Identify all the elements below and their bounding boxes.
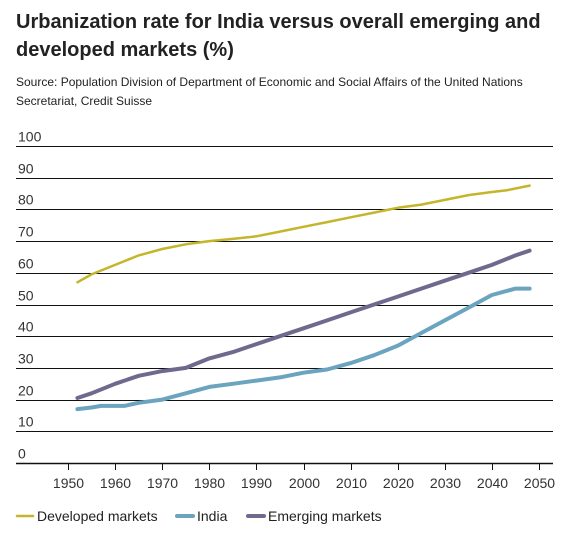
y-tick-label: 30 [18, 351, 34, 367]
series-line-india [75, 286, 532, 412]
chart-title: Urbanization rate for India versus overa… [16, 11, 541, 61]
legend-label-india: India [197, 508, 228, 524]
y-axis-tick-labels: 0 10 20 30 40 50 60 70 80 90 100 [18, 129, 42, 462]
y-tick-label: 90 [18, 161, 34, 177]
x-tick-label: 2000 [289, 475, 320, 491]
x-tick-label: 1990 [241, 475, 272, 491]
x-tick-label: 2030 [430, 475, 461, 491]
x-tick-label: 2050 [524, 475, 555, 491]
x-tick-label: 2010 [336, 475, 367, 491]
y-tick-label: 40 [18, 319, 34, 335]
series-lines [75, 184, 532, 412]
y-tick-label: 10 [18, 414, 34, 430]
y-tick-label: 100 [18, 129, 42, 145]
series-line-emerging-markets [75, 248, 532, 400]
legend-label-emerging-markets: Emerging markets [268, 508, 382, 524]
source-note: Source: Population Division of Departmen… [16, 75, 523, 108]
y-tick-label: 50 [18, 288, 34, 304]
x-tick-label: 1950 [53, 475, 84, 491]
series-line-developed-markets [76, 184, 531, 284]
x-tick-label: 1960 [100, 475, 131, 491]
x-axis-tick-labels: 1950 1960 1970 1980 1990 2000 2010 2020 2030 2040… [53, 463, 555, 491]
y-tick-label: 0 [18, 446, 26, 462]
x-tick-label: 2040 [477, 475, 508, 491]
x-tick-label: 1970 [147, 475, 178, 491]
x-tick-label: 1980 [194, 475, 225, 491]
legend: Developed markets India Emerging markets [15, 508, 382, 524]
y-tick-label: 80 [18, 192, 34, 208]
legend-label-developed-markets: Developed markets [37, 508, 158, 524]
y-tick-label: 70 [18, 224, 34, 240]
y-tick-label: 20 [18, 383, 34, 399]
x-tick-label: 2020 [383, 475, 414, 491]
y-tick-label: 60 [18, 256, 34, 272]
